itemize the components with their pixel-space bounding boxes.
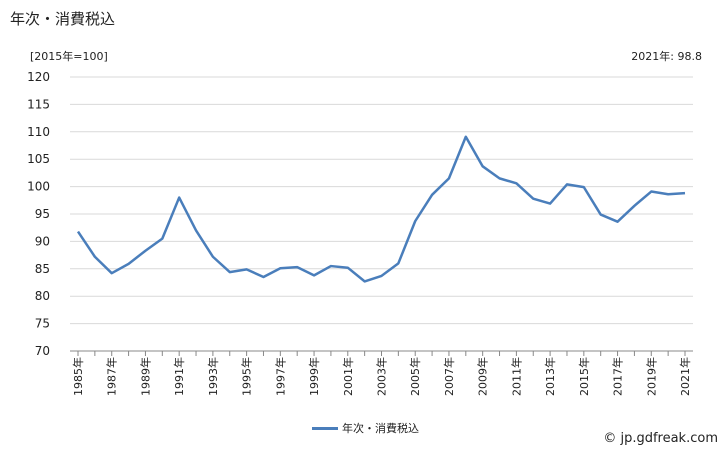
y-axis-ticks: 70 75 80 85 90 95 100 105 110 115 120 — [27, 70, 50, 358]
x-tick-label: 2021年 — [678, 357, 692, 396]
x-tick-label: 1985年 — [71, 357, 85, 396]
x-tick-label: 2003年 — [375, 357, 389, 396]
legend-label: 年次・消費税込 — [342, 422, 419, 435]
x-tick-label: 2005年 — [408, 357, 422, 396]
legend: 年次・消費税込 — [312, 420, 419, 436]
y-tick-label: 90 — [35, 234, 50, 248]
y-tick-label: 70 — [35, 344, 50, 358]
y-tick-label: 115 — [27, 97, 50, 111]
x-tick-label: 1997年 — [273, 357, 287, 396]
legend-swatch — [312, 426, 338, 430]
x-tick-label: 1991年 — [172, 357, 186, 396]
x-tick-label: 2015年 — [577, 357, 591, 396]
y-tick-label: 95 — [35, 207, 50, 221]
y-unit-label: [2015年=100] — [30, 50, 108, 63]
y-tick-label: 110 — [27, 125, 50, 139]
series-line — [76, 135, 686, 283]
y-tick-label: 120 — [27, 70, 50, 84]
x-tick-label: 1999年 — [307, 357, 321, 396]
x-tick-label: 1987年 — [105, 357, 119, 396]
x-tick-label: 1993年 — [206, 357, 220, 396]
chart-title: 年次・消費税込 — [10, 10, 116, 28]
y-tick-label: 80 — [35, 289, 50, 303]
x-tick-label: 2009年 — [476, 357, 490, 396]
x-tick-label: 1995年 — [240, 357, 254, 396]
y-tick-label: 75 — [35, 317, 50, 331]
x-tick-label: 1989年 — [138, 357, 152, 396]
x-tick-label: 2017年 — [611, 357, 625, 396]
x-tick-label: 2011年 — [509, 357, 523, 396]
source-credit: © jp.gdfreak.com — [603, 431, 718, 446]
x-tick-label: 2013年 — [543, 357, 557, 396]
x-tick-label: 2007年 — [442, 357, 456, 396]
y-tick-label: 105 — [27, 152, 50, 166]
x-axis-ticks: 1985年 1987年 1989年 1991年 1993年 1995年 1997年 1999年… — [71, 351, 692, 396]
x-tick-label: 2019年 — [644, 357, 658, 396]
series-group — [76, 135, 686, 283]
latest-value-label: 2021年: 98.8 — [631, 50, 702, 63]
y-tick-label: 85 — [35, 262, 50, 276]
y-tick-label: 100 — [27, 180, 50, 194]
x-tick-label: 2001年 — [341, 357, 355, 396]
